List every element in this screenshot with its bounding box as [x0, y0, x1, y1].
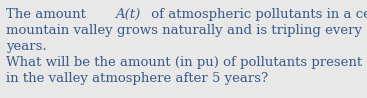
Text: mountain valley grows naturally and is tripling every 7.5: mountain valley grows naturally and is t… — [6, 24, 367, 37]
Text: A(t): A(t) — [115, 8, 140, 21]
Text: years.: years. — [6, 40, 47, 53]
Text: What will be the amount (in pu) of pollutants present: What will be the amount (in pu) of pollu… — [6, 56, 362, 69]
Text: in the valley atmosphere after 5 years?: in the valley atmosphere after 5 years? — [6, 72, 268, 85]
Text: The amount: The amount — [6, 8, 90, 21]
Text: of atmospheric pollutants in a certain: of atmospheric pollutants in a certain — [147, 8, 367, 21]
